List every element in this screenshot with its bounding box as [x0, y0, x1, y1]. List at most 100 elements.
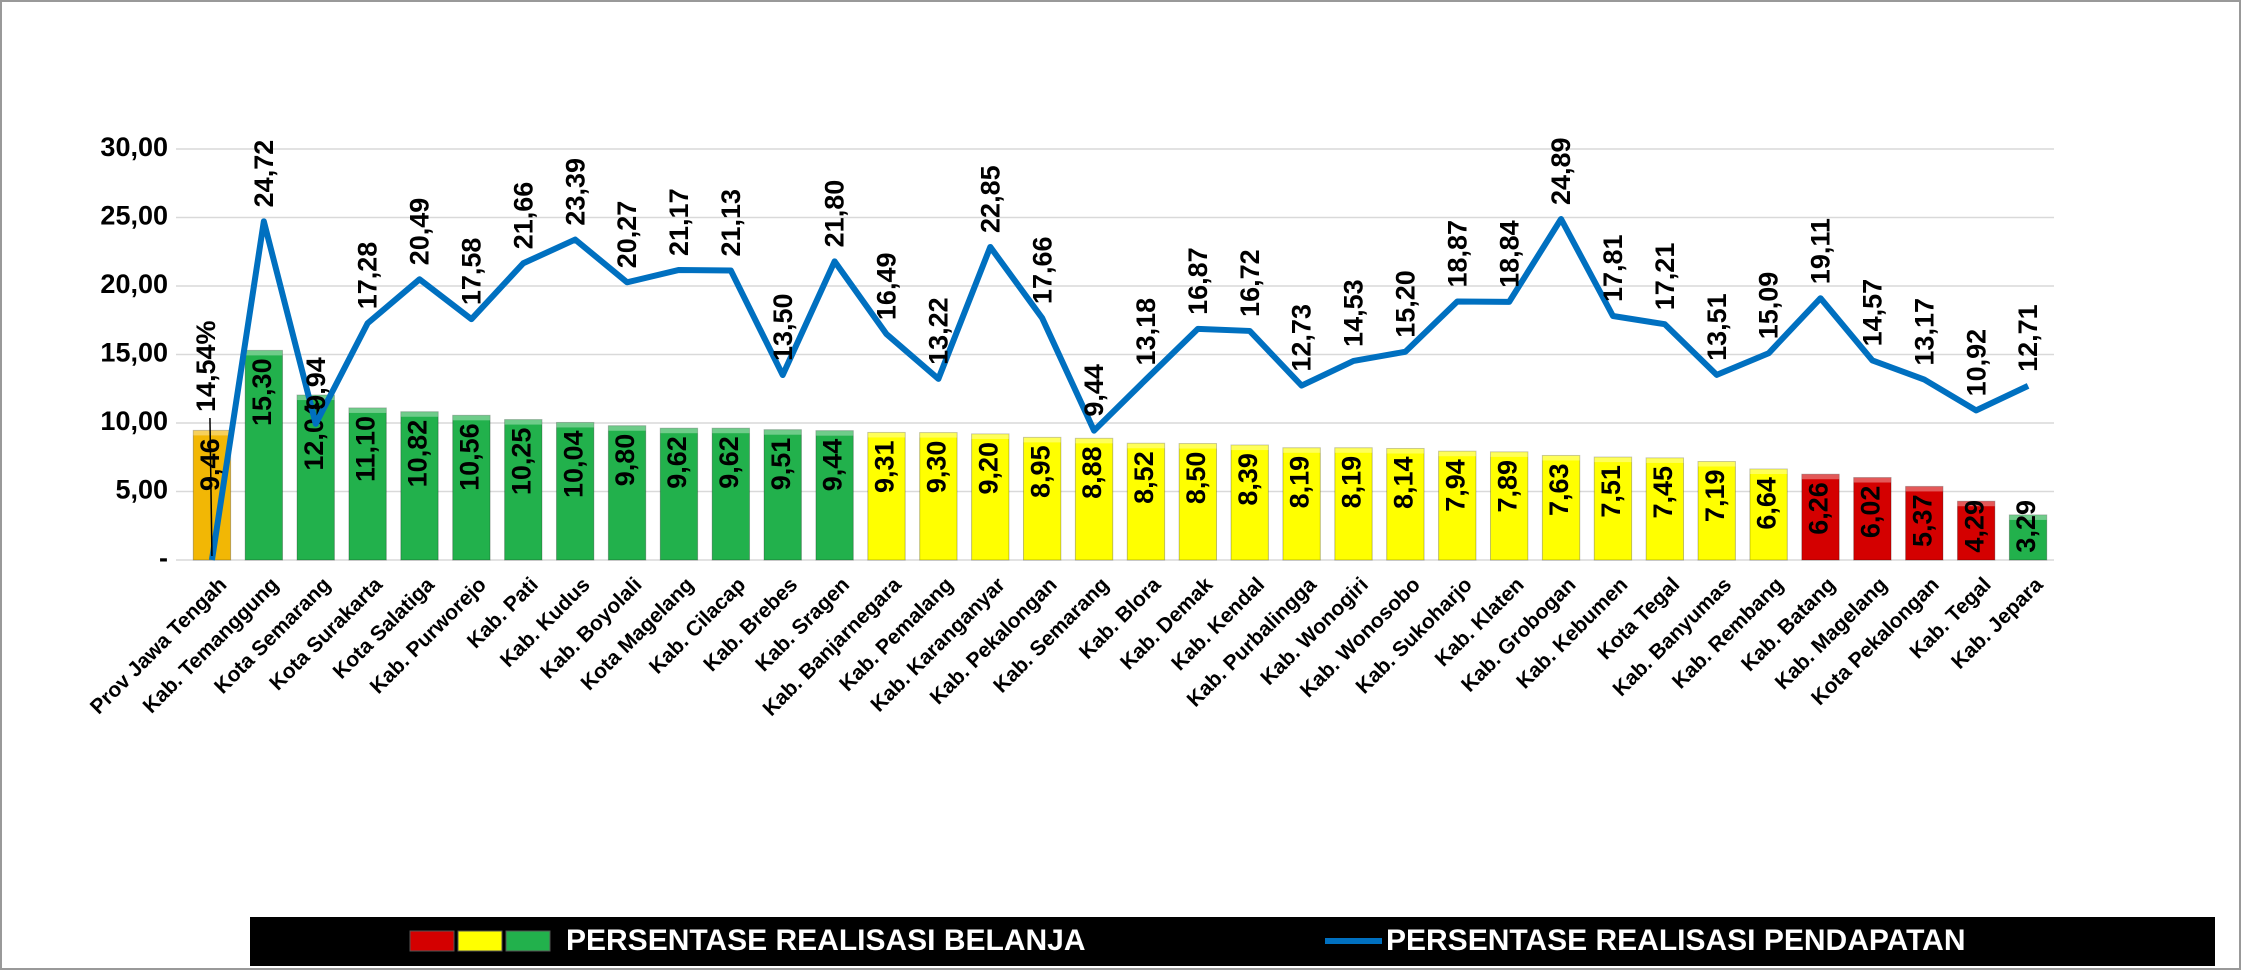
- bar-highlight: [1023, 437, 1061, 443]
- legend-box: [250, 917, 2215, 966]
- bar-highlight: [1282, 447, 1321, 453]
- bar-value-label: 8,52: [1129, 451, 1159, 504]
- bar-highlight: [452, 415, 491, 421]
- bar: [1956, 500, 1996, 561]
- bar-value-label: 9,51: [766, 438, 796, 491]
- line-value-label: 16,72: [1235, 249, 1265, 317]
- bar: [1438, 450, 1477, 561]
- bar-value-label: 5,37: [1907, 494, 1937, 547]
- bar-value-label: 8,39: [1233, 453, 1263, 506]
- bar: [1593, 456, 1633, 561]
- line-value-label: 9,94: [301, 357, 331, 410]
- line-value-label: 13,50: [768, 293, 798, 361]
- line-value-label: 17,66: [1027, 236, 1057, 304]
- bar-highlight: [1231, 445, 1269, 451]
- bar-value-label: 6,64: [1752, 477, 1782, 530]
- bar: [971, 433, 1010, 561]
- bar: [1334, 447, 1373, 561]
- bar: [1126, 442, 1166, 561]
- bar-value-label: 7,45: [1648, 466, 1678, 519]
- bar: [1178, 443, 1218, 561]
- line-value-label: 13,22: [924, 297, 954, 365]
- bar: [244, 349, 284, 561]
- line-value-label: 14,53: [1339, 279, 1369, 347]
- bar: [1386, 447, 1425, 561]
- y-tick-label: 5,00: [115, 475, 168, 505]
- legend-swatch: [457, 930, 503, 952]
- line-value-label: 18,84: [1494, 220, 1524, 288]
- bar-value-label: 8,19: [1285, 456, 1315, 509]
- line-value-label: 17,21: [1650, 243, 1680, 311]
- bar: [1645, 457, 1685, 561]
- bar-highlight: [1957, 501, 1995, 507]
- line-value-label: 17,58: [457, 238, 487, 306]
- bar-highlight: [245, 350, 283, 356]
- legend-swatch: [505, 930, 551, 952]
- bar-value-label: 10,82: [403, 420, 433, 488]
- legend-label: PERSENTASE REALISASI BELANJA: [566, 924, 1086, 957]
- annotation-leader: [209, 417, 213, 557]
- bar: [659, 427, 699, 561]
- bar-value-label: 6,26: [1804, 482, 1834, 535]
- bar-value-label: 7,89: [1492, 460, 1522, 513]
- bar: [400, 411, 439, 561]
- annotation: 14,54%: [191, 320, 221, 412]
- bar-highlight: [867, 432, 906, 438]
- bar-highlight: [193, 430, 231, 436]
- bar: [1697, 460, 1736, 561]
- bar-highlight: [971, 433, 1009, 439]
- line-value-label: 16,49: [872, 253, 902, 321]
- bar-highlight: [1905, 486, 1943, 492]
- bar-highlight: [608, 425, 646, 431]
- bar-highlight: [297, 395, 335, 401]
- line-value-label: 22,85: [975, 165, 1005, 233]
- line-value-label: 24,72: [249, 140, 279, 208]
- bar-value-label: 7,94: [1440, 459, 1470, 512]
- bar-highlight: [660, 428, 698, 434]
- bar-value-label: 6,02: [1856, 486, 1886, 539]
- line-value-label: 9,44: [1079, 364, 1109, 417]
- bar-highlight: [400, 411, 439, 417]
- bar-highlight: [1334, 447, 1373, 453]
- bar-value-label: 7,51: [1596, 465, 1626, 518]
- y-tick-label: 15,00: [100, 338, 168, 368]
- line-value-label: 15,20: [1391, 270, 1421, 338]
- bar: [711, 427, 751, 561]
- bar: [1801, 473, 1840, 561]
- line-value-label: 13,51: [1702, 293, 1732, 361]
- bar-value-label: 4,29: [1959, 500, 1989, 553]
- legend-swatch: [409, 930, 455, 952]
- bar-highlight: [504, 419, 542, 425]
- bar-highlight: [1438, 451, 1476, 457]
- bar: [607, 425, 647, 561]
- bar-value-label: 9,44: [818, 439, 848, 492]
- bar: [1022, 436, 1062, 561]
- line-value-label: 21,17: [664, 188, 694, 256]
- bar-highlight: [1386, 448, 1425, 454]
- bar: [919, 432, 958, 561]
- bar-highlight: [1853, 477, 1892, 483]
- bar-value-label: 9,80: [610, 434, 640, 487]
- bar-highlight: [712, 428, 750, 434]
- bar-value-label: 9,62: [714, 436, 744, 489]
- line-value-label: 17,81: [1598, 234, 1628, 302]
- bar-value-label: 8,95: [1025, 445, 1055, 498]
- line-value-label: 13,17: [1909, 298, 1939, 366]
- bar-highlight: [1594, 457, 1632, 463]
- bar-value-label: 7,19: [1700, 469, 1730, 522]
- line-value-label: 18,87: [1442, 220, 1472, 288]
- bar-value-label: 9,31: [870, 440, 900, 493]
- line-value-label: 21,13: [716, 189, 746, 257]
- y-tick-label: -: [159, 543, 168, 573]
- bar-highlight: [1646, 457, 1684, 463]
- bar: [1489, 451, 1529, 561]
- bar-highlight: [348, 407, 387, 413]
- bar-highlight: [1542, 455, 1580, 461]
- bar-value-label: 8,19: [1337, 456, 1367, 509]
- line-value-label: 14,57: [1858, 279, 1888, 347]
- line-value-label: 19,11: [1806, 218, 1836, 284]
- line-value-label: 13,18: [1131, 298, 1161, 366]
- bar: [555, 421, 595, 561]
- bar-highlight: [1490, 451, 1528, 457]
- y-tick-label: 10,00: [100, 406, 168, 436]
